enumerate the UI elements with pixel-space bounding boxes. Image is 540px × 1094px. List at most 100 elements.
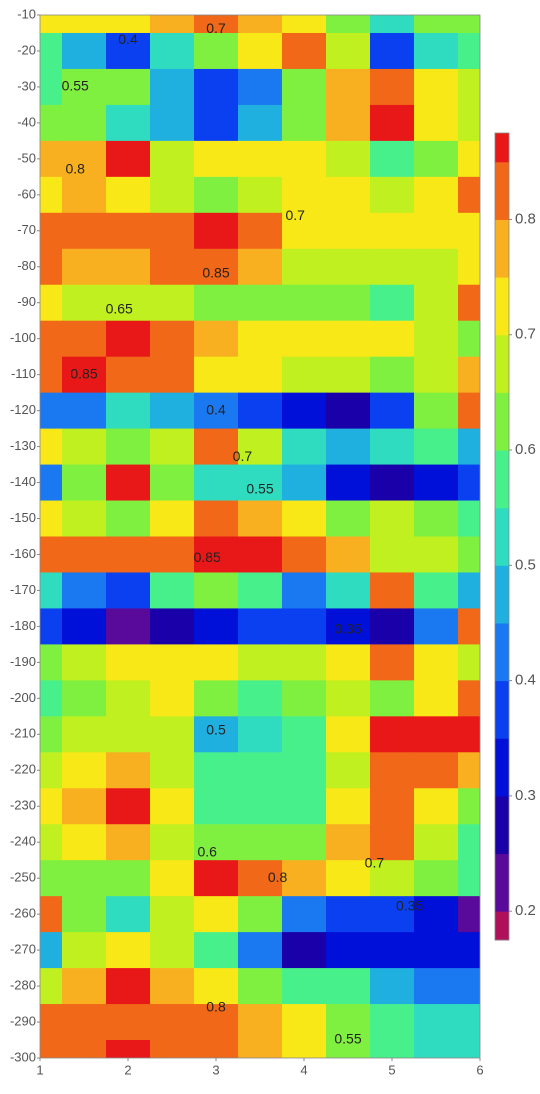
contour-cell <box>194 284 239 322</box>
contour-cell <box>414 608 459 645</box>
contour-cell <box>414 428 459 466</box>
contour-cell <box>414 572 459 610</box>
contour-cell <box>150 680 195 717</box>
contour-cell <box>194 572 239 610</box>
y-tick-label: -50 <box>17 150 36 165</box>
contour-cell <box>282 608 327 645</box>
contour-cell <box>414 500 459 538</box>
colorbar-tick-label: 0.6 <box>515 441 536 458</box>
contour-cell <box>282 32 327 70</box>
contour-cell <box>150 896 195 933</box>
contour-cell <box>282 968 327 1005</box>
contour-cell <box>150 752 195 789</box>
contour-cell <box>106 284 151 322</box>
plot-frame <box>39 14 481 1059</box>
contour-label: 0.85 <box>70 365 97 381</box>
contour-cell <box>238 176 283 214</box>
contour-cell <box>458 968 480 1005</box>
contour-cell <box>238 932 283 969</box>
contour-label: 0.5 <box>206 721 226 737</box>
colorbar-tick-label: 0.7 <box>515 326 536 343</box>
contour-cell <box>414 968 459 1005</box>
contour-cell <box>414 320 459 358</box>
contour-cell <box>282 320 327 358</box>
contour-label: 0.7 <box>233 448 253 464</box>
contour-cell <box>458 500 480 538</box>
contour-cell <box>106 15 151 34</box>
contour-cell <box>458 824 480 861</box>
contour-cell <box>62 752 107 789</box>
contour-cell <box>238 968 283 1005</box>
x-tick-label: 2 <box>124 1062 131 1077</box>
contour-cell <box>194 104 239 142</box>
contour-cell <box>238 32 283 70</box>
contour-cell <box>238 644 283 681</box>
contour-cell <box>106 824 151 861</box>
contour-cell <box>40 824 63 861</box>
contour-cell <box>62 716 107 753</box>
contour-label: 0.55 <box>246 480 273 496</box>
contour-cell <box>150 104 195 142</box>
contour-cell <box>40 176 63 214</box>
contour-cell <box>370 248 415 286</box>
y-tick-label: -300 <box>10 1049 36 1064</box>
contour-cell <box>106 752 151 789</box>
contour-cell <box>106 644 151 681</box>
contour-cell <box>458 392 480 430</box>
contour-cell <box>62 140 107 178</box>
contour-cell <box>458 68 480 106</box>
contour-cell <box>458 1004 480 1041</box>
contour-cell <box>106 428 151 466</box>
y-tick-label: -20 <box>17 42 36 57</box>
contour-cell <box>282 104 327 142</box>
contour-field <box>40 15 480 1058</box>
contour-cell <box>370 536 415 574</box>
contour-cell <box>458 212 480 250</box>
contour-cell <box>106 788 151 825</box>
contour-cell <box>458 716 480 753</box>
contour-cell <box>238 392 283 430</box>
contour-label: 0.55 <box>62 78 89 94</box>
contour-cell <box>282 284 327 322</box>
contour-cell <box>106 32 151 70</box>
contour-cell <box>106 104 151 142</box>
contour-cell <box>370 500 415 538</box>
contour-cell <box>326 680 371 717</box>
contour-cell <box>458 140 480 178</box>
contour-cell <box>40 140 63 178</box>
contour-cell <box>194 1040 239 1058</box>
contour-cell <box>150 1040 195 1058</box>
contour-cell <box>238 428 283 466</box>
contour-cell <box>414 752 459 789</box>
contour-label: 0.8 <box>268 869 288 885</box>
contour-cell <box>150 464 195 502</box>
contour-cell <box>238 15 283 34</box>
y-tick-label: -270 <box>10 942 36 957</box>
contour-cell <box>40 1004 63 1041</box>
contour-cell <box>458 896 480 933</box>
contour-cell <box>62 788 107 825</box>
contour-cell <box>62 284 107 322</box>
colorbar-band <box>495 392 509 451</box>
contour-cell <box>40 392 63 430</box>
contour-cell <box>106 716 151 753</box>
contour-cell <box>150 140 195 178</box>
contour-cell <box>414 140 459 178</box>
contour-cell <box>326 1004 371 1041</box>
contour-cell <box>62 824 107 861</box>
contour-cell <box>238 500 283 538</box>
contour-cell <box>458 32 480 70</box>
contour-cell <box>414 248 459 286</box>
contour-label: 0.7 <box>206 20 226 36</box>
y-tick-label: -90 <box>17 294 36 309</box>
contour-cell <box>282 896 327 933</box>
colorbar-band <box>495 219 509 278</box>
contour-cell <box>106 140 151 178</box>
contour-cell <box>106 608 151 645</box>
contour-cell <box>458 680 480 717</box>
contour-cell <box>40 104 63 142</box>
contour-cell <box>150 248 195 286</box>
colorbar-frame <box>494 132 510 941</box>
contour-cell <box>62 212 107 250</box>
contour-cell <box>326 932 371 969</box>
